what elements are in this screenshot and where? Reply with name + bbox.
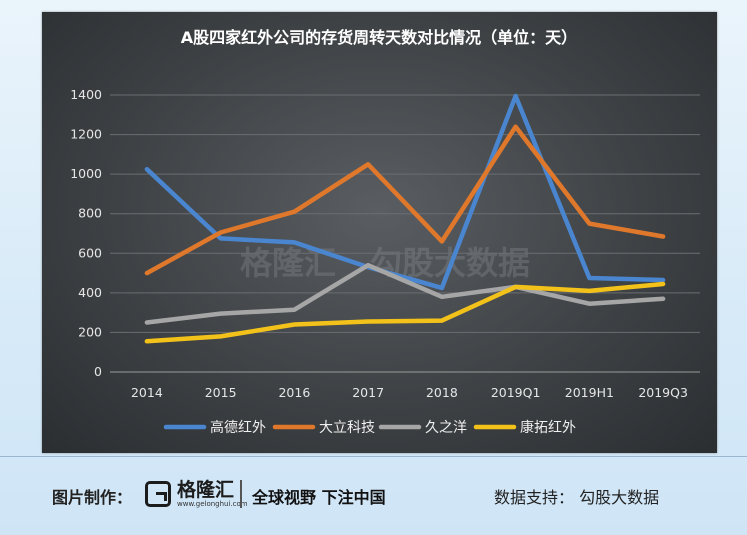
series [144,93,666,344]
x-tick-label: 2019H1 [565,385,614,400]
y-tick-label: 1400 [70,87,102,102]
legend-label: 康拓红外 [520,419,576,436]
footer: 图片制作： 格隆汇 www.gelonghui.com 全球视野 下注中国 数据… [0,466,747,526]
line-chart: A股四家红外公司的存货周转天数对比情况（单位：天） 格隆汇 勾股大数据 0 200… [70,28,700,436]
logo-mark-icon [145,481,171,507]
made-by-label: 图片制作： [52,488,133,507]
y-tick-label: 600 [78,245,102,260]
x-tick-label: 2019Q3 [638,385,688,400]
gelonghui-logo: 格隆汇 www.gelonghui.com [145,480,248,508]
legend-label: 高德红外 [210,419,266,436]
y-tick-label: 400 [78,285,102,300]
footer-slogan: 全球视野 下注中国 [252,488,386,507]
grid [110,94,700,373]
series-line [144,262,666,325]
y-tick-label: 0 [94,364,102,379]
logo-name: 格隆汇 [177,479,235,501]
series-line [144,124,666,276]
x-axis: 2014 2015 2016 2017 2018 2019Q1 2019H1 2019Q3 [131,385,688,400]
y-axis: 0 200 400 600 800 1000 1200 1400 [70,87,102,379]
chart-panel: A股四家红外公司的存货周转天数对比情况（单位：天） 格隆汇 勾股大数据 0 200… [42,12,717,453]
logo-text: 格隆汇 www.gelonghui.com [177,480,248,508]
legend-label: 久之洋 [425,420,467,436]
chart-title: A股四家红外公司的存货周转天数对比情况（单位：天） [181,28,577,47]
x-tick-label: 2016 [278,385,310,400]
x-tick-label: 2017 [352,385,384,400]
watermark: 格隆汇 勾股大数据 [240,244,530,282]
y-tick-label: 1200 [70,127,102,142]
footer-separator [240,480,242,508]
legend: 高德红外 大立科技 久之洋 康拓红外 [163,419,576,436]
y-tick-label: 200 [78,324,102,339]
y-tick-label: 800 [78,206,102,221]
legend-label: 大立科技 [319,420,375,436]
x-tick-label: 2015 [205,385,237,400]
x-tick-label: 2014 [131,385,163,400]
x-tick-label: 2019Q1 [491,385,541,400]
y-tick-label: 1000 [70,166,102,181]
data-support: 数据支持： 勾股大数据 [494,488,660,507]
series-line [144,93,666,291]
footer-divider [0,456,747,457]
x-tick-label: 2018 [426,385,458,400]
series-line [144,281,666,344]
logo-url: www.gelonghui.com [177,500,248,508]
